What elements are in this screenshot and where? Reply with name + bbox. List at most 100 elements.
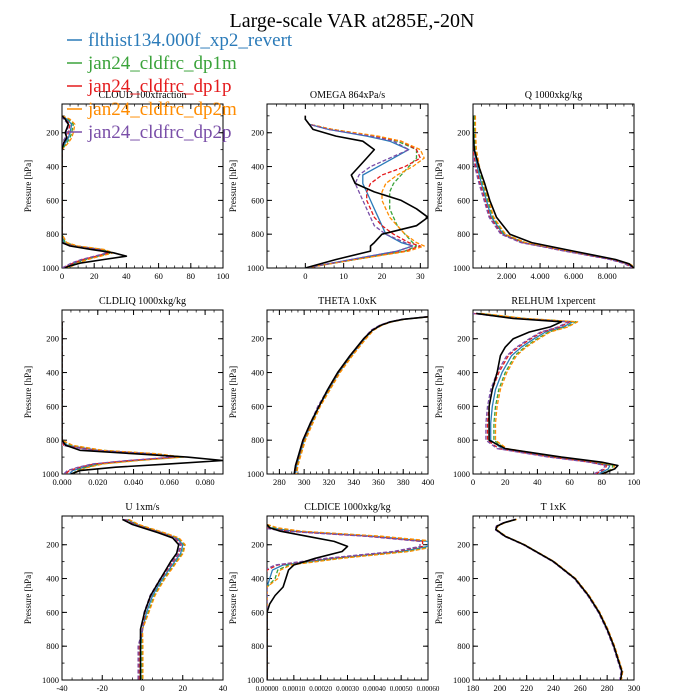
y-tick-label: 1000: [453, 675, 470, 685]
panel-8: CLDICE 1000xkg/kg Pressure [hPa] 200 400 600…: [228, 502, 440, 693]
y-axis-label: Pressure [hPa]: [228, 366, 238, 418]
y-tick-label: 800: [46, 641, 59, 651]
x-tick-label: -40: [56, 683, 67, 693]
y-tick-label: 400: [46, 574, 59, 584]
panel-title: U 1xm/s: [125, 502, 159, 513]
series-line-4: [296, 316, 428, 474]
control-line: [476, 312, 619, 474]
x-tick-label: 340: [347, 477, 360, 487]
series-lines: [304, 115, 428, 268]
series-line-5: [293, 316, 427, 474]
series-line-2: [479, 312, 614, 474]
x-tick-label: 10: [339, 271, 348, 281]
y-tick-label: 800: [457, 641, 470, 651]
plot-frame: [472, 515, 635, 681]
x-tick-label: 20: [378, 271, 387, 281]
x-tick-label: 20: [501, 477, 510, 487]
y-tick-label: 600: [457, 607, 470, 617]
y-tick-label: 1000: [42, 675, 59, 685]
y-tick-label: 400: [457, 368, 470, 378]
series-line-4: [474, 115, 634, 268]
y-tick-label: 800: [46, 435, 59, 445]
series-line-4: [481, 312, 616, 474]
series-line-3: [62, 321, 176, 474]
x-tick-label: 360: [372, 477, 385, 487]
plot-frame: [61, 515, 224, 681]
x-tick-label: 40: [122, 271, 131, 281]
series-line-5: [473, 153, 633, 268]
x-tick-label: 400: [422, 477, 435, 487]
series-line-2: [127, 518, 186, 680]
control-line: [304, 115, 428, 268]
series-line-4: [62, 115, 115, 268]
y-tick-label: 200: [46, 334, 59, 344]
x-tick-label: 80: [187, 271, 196, 281]
y-tick-label: 1000: [42, 263, 59, 273]
x-tick-label: 0: [60, 271, 64, 281]
panel-title: T 1xK: [541, 502, 567, 513]
series-line-2: [304, 115, 418, 268]
legend: flthist134.000f_xp2_revert jan24_cldfrc_d…: [67, 30, 293, 143]
y-axis-label: Pressure [hPa]: [228, 160, 238, 212]
control-line: [494, 518, 623, 680]
x-tick-label: 0: [303, 271, 307, 281]
series-lines: [62, 115, 128, 268]
y-tick-label: 1000: [247, 675, 264, 685]
x-tick-label: 300: [628, 683, 641, 693]
x-tick-label: 4.000: [531, 271, 550, 281]
series-line-1: [126, 518, 184, 680]
panel-4: CLDLIQ 1000xkg/kg Pressure [hPa] 200 400 600…: [23, 296, 224, 487]
control-line: [62, 321, 223, 474]
legend-label-1: flthist134.000f_xp2_revert: [88, 30, 293, 51]
legend-label-5: jan24_cldfrc_dp2p: [87, 122, 232, 143]
series-line-4: [267, 523, 428, 680]
x-tick-label: 280: [601, 683, 614, 693]
y-tick-label: 1000: [453, 469, 470, 479]
y-tick-label: 600: [251, 195, 264, 205]
x-tick-label: 0: [471, 477, 475, 487]
y-tick-label: 800: [46, 229, 59, 239]
series-lines: [494, 518, 624, 680]
y-tick-label: 400: [251, 574, 264, 584]
series-line-3: [267, 524, 424, 680]
control-line: [293, 316, 428, 474]
x-tick-label: 200: [493, 683, 506, 693]
x-tick-label: 100: [217, 271, 230, 281]
y-tick-label: 200: [457, 128, 470, 138]
series-line-1: [495, 518, 623, 680]
control-line: [62, 115, 128, 268]
x-tick-label: 300: [298, 477, 311, 487]
x-tick-label: 0.040: [124, 477, 143, 487]
series-line-2: [267, 523, 428, 680]
y-axis-label: Pressure [hPa]: [23, 160, 33, 212]
y-tick-label: 600: [457, 195, 470, 205]
series-line-5: [62, 321, 174, 474]
series-lines: [473, 115, 634, 268]
x-tick-label: 60: [565, 477, 574, 487]
y-tick-label: 1000: [453, 263, 470, 273]
plot-frame: [266, 103, 429, 269]
x-tick-label: 20: [179, 683, 188, 693]
x-tick-label: 0: [140, 683, 144, 693]
panel-title: CLDICE 1000xkg/kg: [304, 502, 390, 513]
x-tick-label: 0.00030: [336, 685, 359, 693]
x-tick-label: 240: [547, 683, 560, 693]
y-tick-label: 800: [457, 435, 470, 445]
x-tick-label: 280: [273, 477, 286, 487]
series-line-4: [62, 321, 185, 474]
plot-frame: [472, 309, 635, 475]
y-axis-label: Pressure [hPa]: [434, 160, 444, 212]
series-line-3: [294, 316, 428, 474]
series-line-4: [495, 518, 624, 680]
y-tick-label: 600: [251, 401, 264, 411]
series-line-4: [304, 115, 425, 268]
series-line-3: [494, 518, 623, 680]
y-tick-label: 400: [46, 162, 59, 172]
legend-label-3: jan24_cldfrc_dp1p: [87, 76, 232, 97]
y-tick-label: 600: [46, 195, 59, 205]
panel-title: RELHUM 1xpercent: [511, 296, 595, 307]
